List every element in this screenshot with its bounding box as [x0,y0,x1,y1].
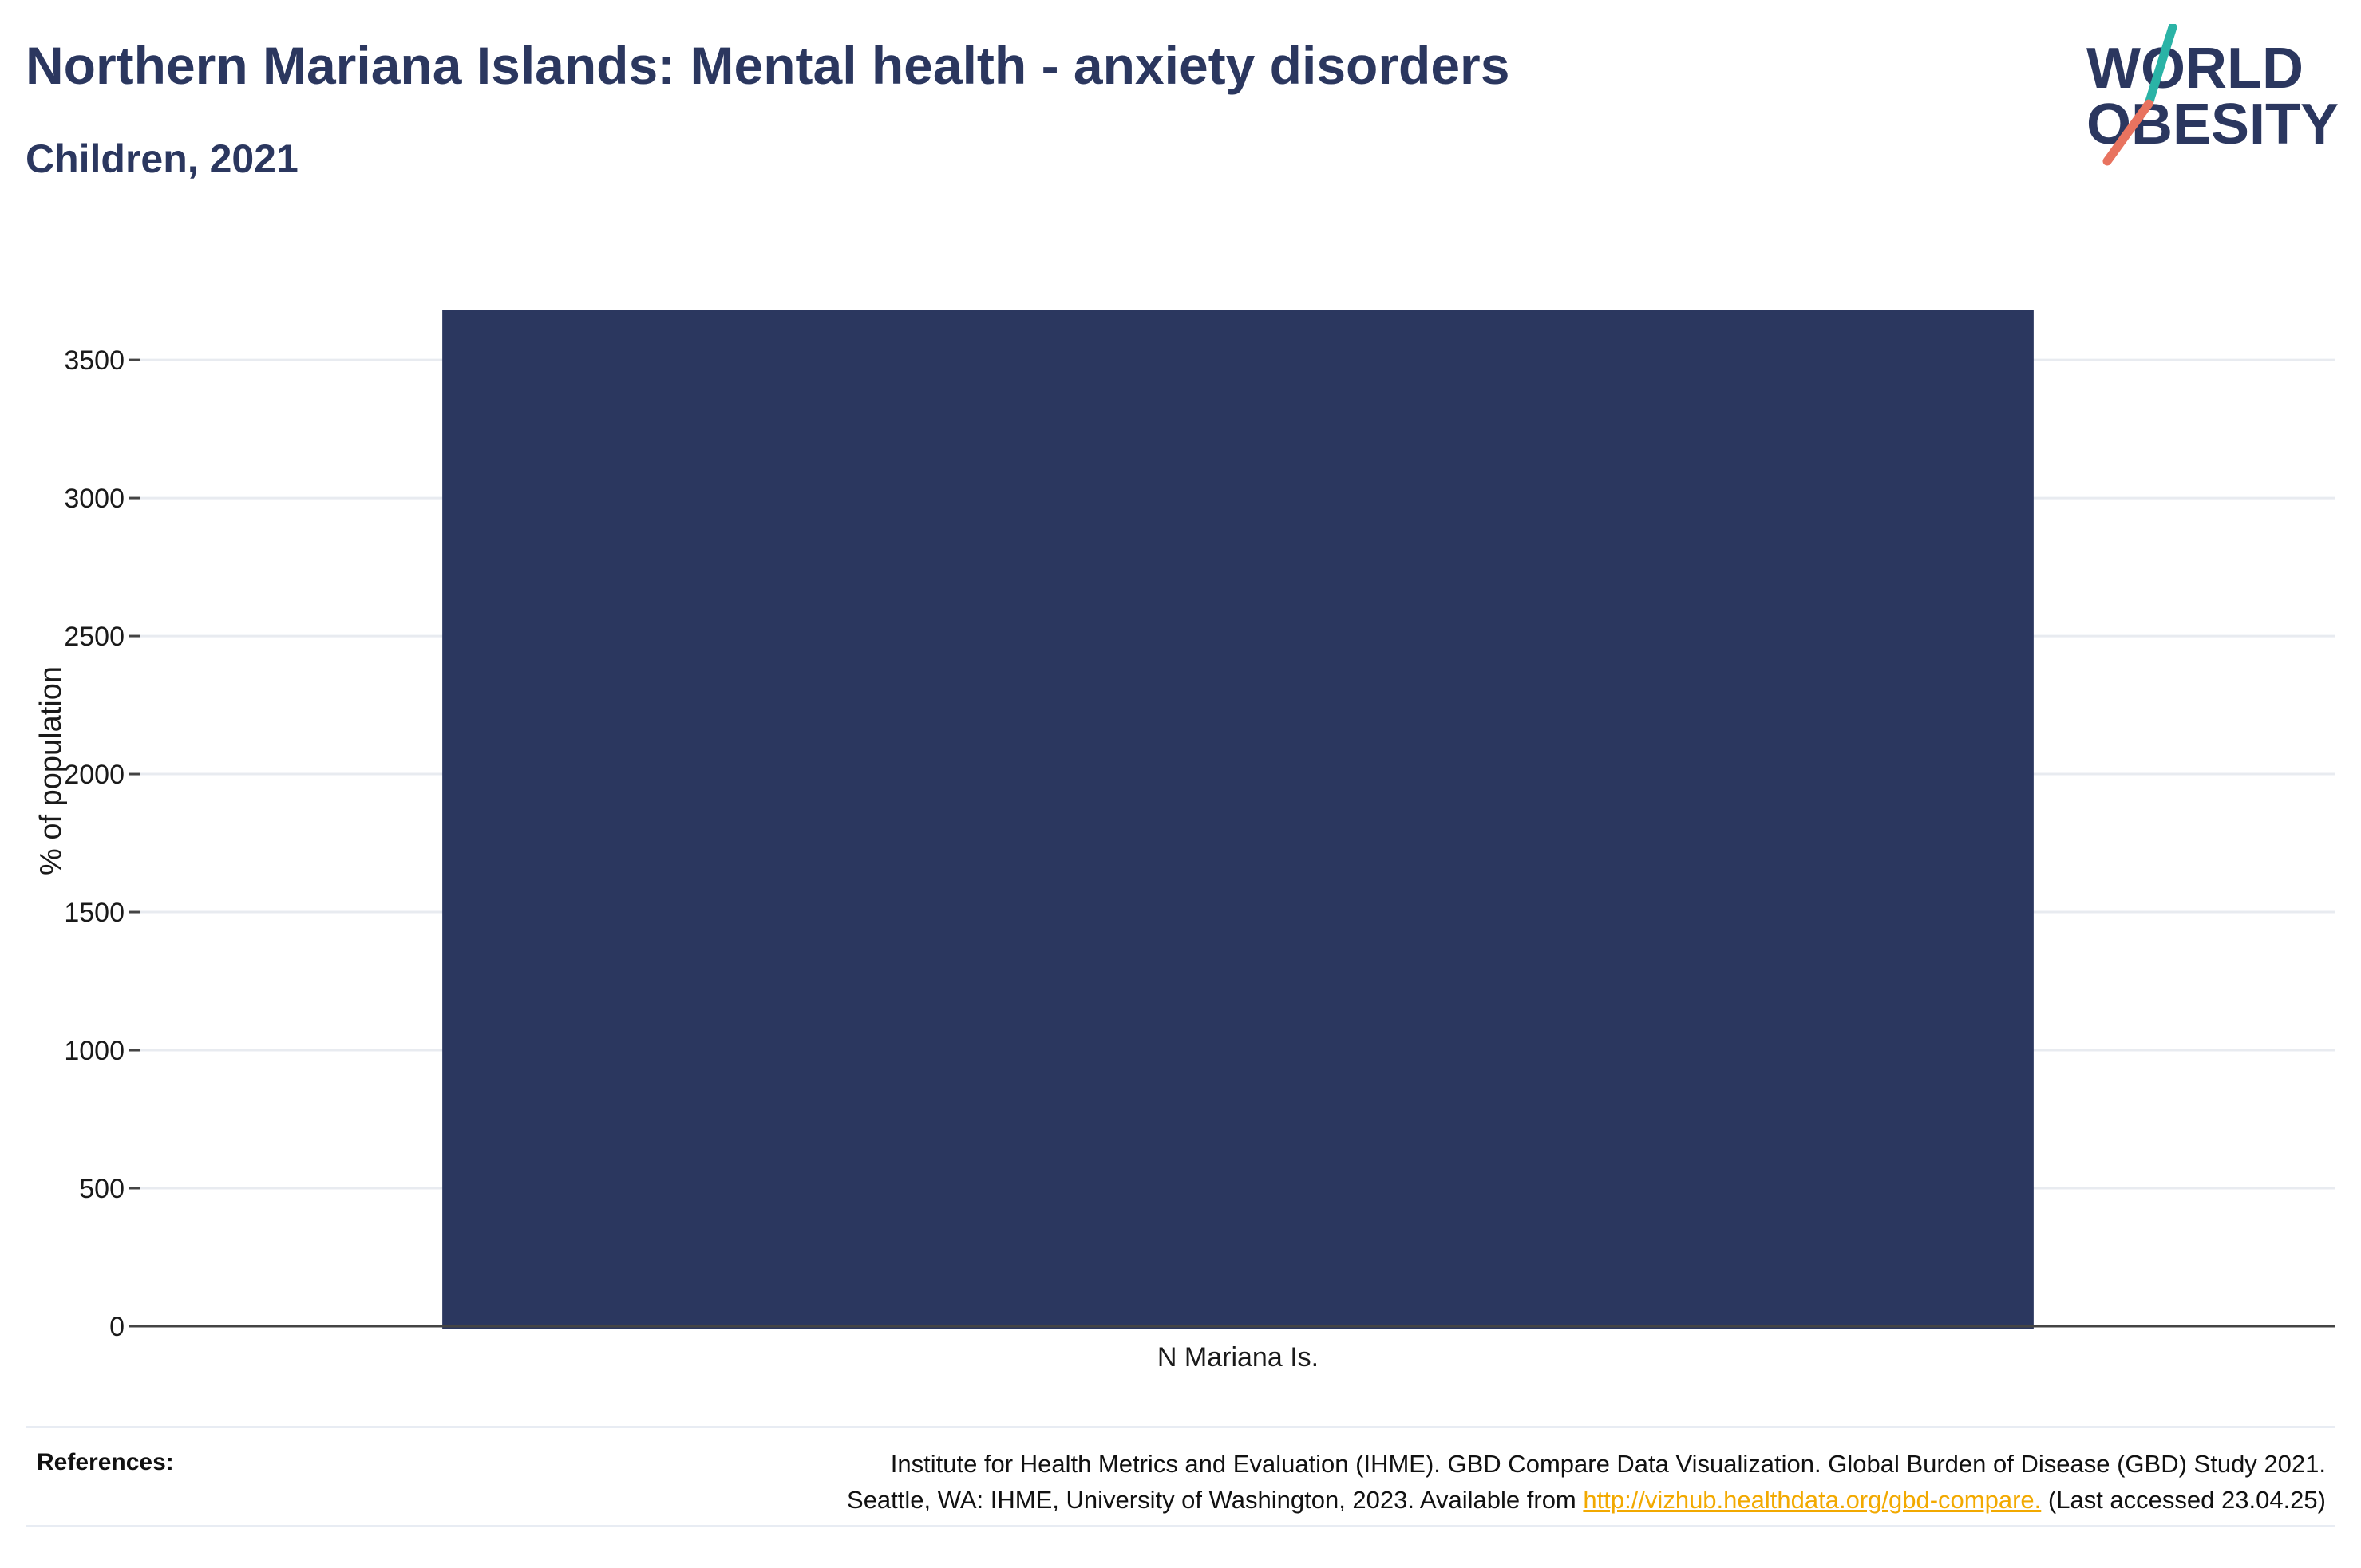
x-axis-ticks: N Mariana Is. [1157,1342,1319,1372]
y-tick-label: 500 [79,1174,125,1204]
y-tick-label: 2000 [64,760,125,790]
y-axis-ticks: 0 500 1000 1500 2000 2500 3000 3500 [64,346,140,1342]
chart-subtitle: Children, 2021 [26,136,299,181]
references-text: Institute for Health Metrics and Evaluat… [490,1446,2326,1518]
chart-title: Northern Mariana Islands: Mental health … [26,36,1510,95]
logo-slash-top [2144,24,2177,109]
reference-link[interactable]: http://vizhub.healthdata.org/gbd-compare… [1583,1486,2042,1514]
y-tick-label: 0 [109,1312,125,1342]
logo-line-world: WORLD [2086,37,2304,101]
y-tick-label: 2500 [64,622,125,652]
y-axis-title: % of population [34,666,68,875]
y-tick-label: 1000 [64,1036,125,1066]
reference-line-2-prefix: Seattle, WA: IHME, University of Washing… [847,1486,1576,1514]
references-divider-bottom [26,1525,2335,1527]
references-divider-top [26,1426,2335,1428]
y-tick-label: 1500 [64,898,125,928]
reference-line-1: Institute for Health Metrics and Evaluat… [890,1450,2326,1478]
bar-chart: 0 500 1000 1500 2000 2500 3000 3500 N Mariana I… [34,310,2335,1372]
reference-line-2-suffix: (Last accessed 23.04.25) [2047,1486,2326,1514]
reference-line-2: Seattle, WA: IHME, University of Washing… [490,1482,2326,1518]
bar [442,310,2034,1330]
y-tick-label: 3500 [64,346,125,376]
bars [442,310,2034,1330]
y-tick-label: 3000 [64,484,125,514]
logo-slash-bottom [2102,99,2153,166]
x-tick-label: N Mariana Is. [1157,1342,1319,1372]
references-label: References: [37,1449,174,1475]
world-obesity-logo: WORLD OBESITY [2086,24,2339,166]
